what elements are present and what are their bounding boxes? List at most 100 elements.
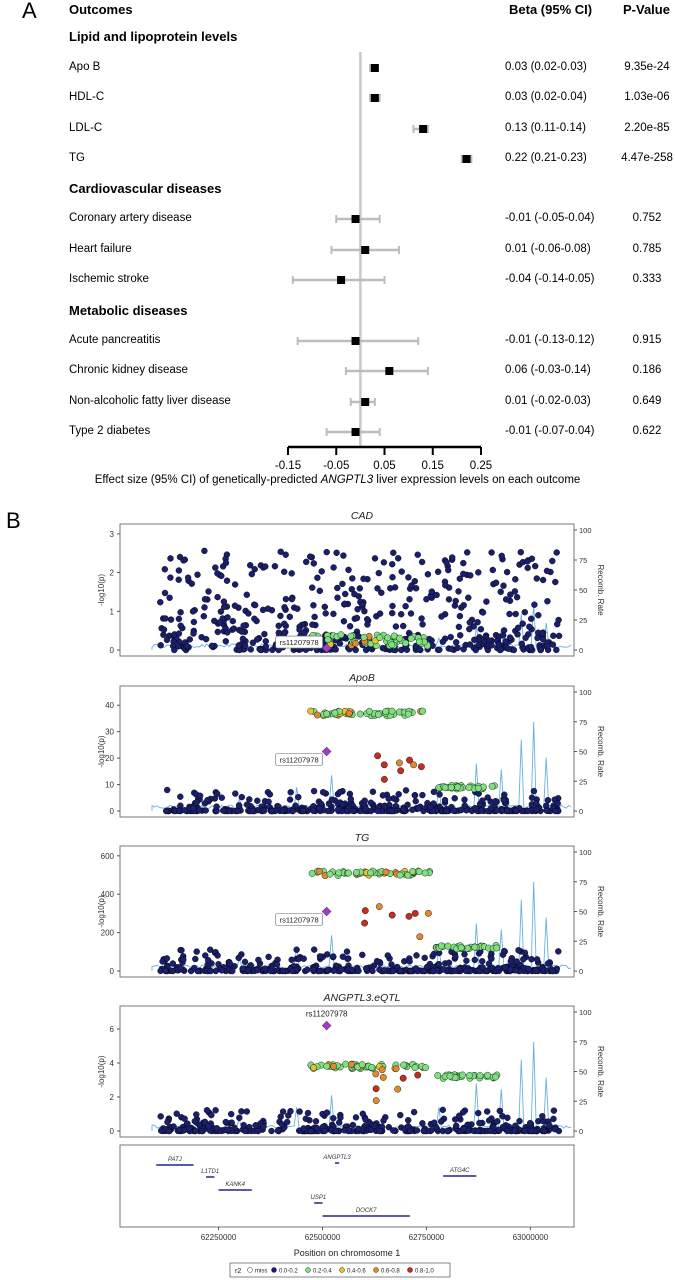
snp-point: [457, 632, 464, 639]
snp-point: [442, 582, 449, 589]
snp-point: [166, 594, 173, 601]
snp-point: [413, 1127, 421, 1134]
snp-point: [512, 610, 519, 618]
rr-tick-label: 50: [579, 1068, 587, 1077]
snp-point: [310, 560, 317, 567]
snp-point: [201, 596, 209, 603]
p-value: 0.186: [632, 364, 662, 376]
snp-point: [316, 953, 324, 960]
snp-point: [334, 584, 341, 592]
snp-point: [500, 632, 507, 639]
snp-point: [288, 956, 295, 963]
snp-point: [388, 911, 396, 919]
snp-point: [418, 558, 426, 566]
snp-point: [245, 610, 252, 617]
snp-point: [438, 613, 445, 620]
snp-point: [277, 548, 284, 555]
snp-point: [407, 610, 415, 617]
snp-point: [390, 1127, 397, 1134]
snp-point: [367, 807, 375, 815]
snp-point: [313, 711, 321, 719]
snp-point: [457, 944, 465, 952]
snp-point: [309, 584, 316, 591]
legend-item-label: 0.0-0.2: [279, 1269, 298, 1275]
snp-point: [549, 641, 557, 648]
legend-swatch: [339, 1267, 345, 1273]
rr-tick-label: 100: [579, 848, 592, 857]
snp-point: [439, 1106, 446, 1114]
legend-swatch: [373, 1267, 379, 1273]
snp-point: [512, 576, 519, 583]
snp-point: [163, 955, 171, 962]
rr-tick-label: 75: [579, 718, 587, 727]
snp-point: [406, 958, 413, 965]
snp-point: [402, 639, 409, 647]
snp-point: [504, 1127, 511, 1135]
snp-point: [475, 641, 482, 649]
snp-point: [359, 951, 366, 959]
snp-point: [374, 752, 381, 760]
snp-point: [530, 787, 538, 795]
snp-point: [444, 1127, 451, 1135]
snp-point: [406, 596, 413, 603]
snp-point: [352, 646, 359, 654]
snp-point: [304, 1109, 312, 1117]
snp-point: [456, 575, 463, 582]
snp-point: [460, 1125, 467, 1132]
snp-point: [252, 1122, 259, 1129]
snp-point: [238, 1108, 245, 1115]
snp-point: [544, 598, 551, 605]
p-value: 1.03e-06: [624, 91, 670, 103]
snp-point: [201, 604, 208, 611]
snp-point: [379, 792, 387, 799]
p-value: 0.915: [632, 334, 662, 346]
snp-point: [214, 593, 221, 601]
snp-point: [310, 602, 317, 609]
snp-point: [356, 710, 364, 718]
snp-point: [404, 871, 412, 879]
snp-point: [453, 1122, 460, 1130]
snp-point: [369, 967, 376, 975]
snp-point: [439, 638, 447, 645]
beta-ci-value: -0.01 (-0.07-0.04): [505, 425, 595, 437]
rr-tick-label: 100: [579, 526, 592, 535]
snp-point: [160, 626, 168, 633]
snp-point: [323, 710, 331, 718]
snp-point: [241, 642, 249, 649]
snp-point: [349, 807, 357, 815]
gene-label: DOCK7: [356, 1208, 377, 1214]
snp-point: [515, 624, 522, 631]
snp-point: [389, 574, 396, 581]
snp-point: [375, 903, 383, 910]
snp-point: [201, 1118, 209, 1126]
snp-point: [174, 643, 182, 650]
snp-point: [167, 555, 174, 562]
snp-point: [316, 805, 323, 812]
beta-ci-value: 0.06 (-0.03-0.14): [505, 364, 591, 376]
snp-point: [323, 548, 330, 556]
snp-point: [506, 610, 513, 618]
snp-point: [343, 948, 351, 955]
snp-point: [475, 1109, 482, 1117]
snp-point: [416, 646, 423, 653]
snp-point: [238, 951, 245, 958]
snp-point: [359, 601, 366, 608]
snp-point: [398, 568, 405, 575]
y-tick-label: 0: [110, 807, 115, 816]
snp-point: [196, 807, 203, 814]
snp-point: [361, 919, 368, 927]
y-tick-label: 30: [105, 728, 114, 737]
snp-point: [254, 797, 261, 804]
plot-title: ApoB: [348, 672, 375, 684]
snp-point: [489, 566, 496, 574]
y-tick-label: 600: [101, 852, 115, 861]
legend-item-label: miss: [255, 1269, 267, 1275]
snp-point: [330, 953, 337, 960]
snp-point: [410, 1108, 418, 1116]
snp-point: [218, 794, 226, 801]
snp-point: [444, 942, 452, 950]
snp-point: [376, 1127, 383, 1135]
snp-point: [316, 587, 323, 595]
snp-point: [465, 1072, 473, 1079]
snp-point: [355, 967, 362, 975]
